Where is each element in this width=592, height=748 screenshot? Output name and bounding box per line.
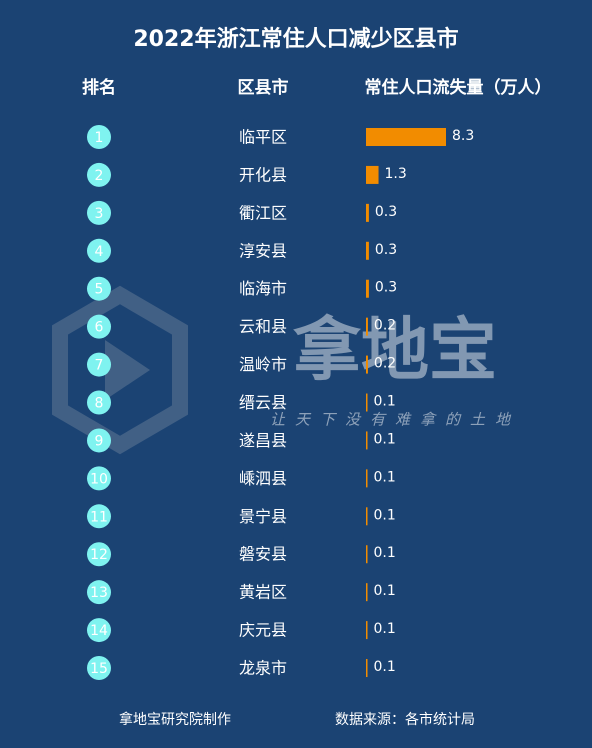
watermark-logo <box>52 285 188 455</box>
value-label: 0.1 <box>374 545 396 561</box>
bar <box>366 203 369 222</box>
footer-note: 拿地宝研究院制作 <box>119 711 231 728</box>
rank-label: 14 <box>90 623 108 639</box>
column-header: 常住人口流失量（万人） <box>365 77 552 98</box>
rank-label: 13 <box>90 585 108 601</box>
value-label: 0.1 <box>374 469 396 485</box>
rank-badge <box>87 390 111 415</box>
rank-badge <box>87 656 111 681</box>
rank-label: 7 <box>95 358 104 374</box>
bar <box>366 431 368 450</box>
bar <box>366 507 368 526</box>
value-label: 0.3 <box>375 242 397 258</box>
rank-badge <box>87 504 111 529</box>
rank-label: 3 <box>95 206 104 222</box>
watermark-text: 拿地宝 <box>293 312 497 391</box>
category-label: 云和县 <box>239 317 287 336</box>
value-label: 0.3 <box>375 280 397 296</box>
value-label: 0.1 <box>374 659 396 675</box>
category-label: 嵊泗县 <box>239 469 287 488</box>
value-label: 8.3 <box>452 128 474 144</box>
rank-badge <box>87 466 111 491</box>
category-label: 庆元县 <box>239 621 287 640</box>
bar <box>366 165 379 184</box>
rank-badge <box>87 238 111 263</box>
rank-badge <box>87 162 111 187</box>
category-label: 衢江区 <box>239 203 287 222</box>
value-label: 0.1 <box>374 431 396 447</box>
rank-label: 9 <box>95 433 104 449</box>
category-label: 开化县 <box>239 165 287 184</box>
value-label: 0.3 <box>375 204 397 220</box>
category-label: 遂昌县 <box>239 431 287 450</box>
value-label: 0.1 <box>374 621 396 637</box>
bar <box>366 241 369 260</box>
rank-badge <box>87 314 111 339</box>
rank-badge <box>87 276 111 301</box>
bar <box>366 128 446 146</box>
category-label: 龙泉市 <box>239 659 287 678</box>
bar <box>366 355 368 374</box>
column-header: 排名 <box>82 77 116 98</box>
rank-badge <box>87 542 111 567</box>
category-label: 临平区 <box>239 128 287 147</box>
rank-label: 15 <box>90 661 108 677</box>
footer-source: 数据来源：各市统计局 <box>335 711 475 728</box>
category-label: 缙云县 <box>239 393 287 412</box>
rank-label: 4 <box>95 244 104 260</box>
bar <box>366 469 368 488</box>
bar <box>366 621 368 640</box>
value-label: 1.3 <box>385 166 407 182</box>
value-label: 0.2 <box>374 356 396 372</box>
rank-badge <box>87 125 111 149</box>
category-label: 淳安县 <box>239 241 287 260</box>
watermark-slogan: 让天下没有难拿的土地 <box>270 411 520 429</box>
rank-label: 12 <box>90 547 108 563</box>
rank-label: 5 <box>95 282 104 298</box>
rank-label: 10 <box>90 471 108 487</box>
value-label: 0.1 <box>374 394 396 410</box>
rank-badge <box>87 200 111 225</box>
value-label: 0.2 <box>374 318 396 334</box>
rank-label: 6 <box>95 320 104 336</box>
rank-badge <box>87 580 111 605</box>
rank-label: 11 <box>90 509 108 525</box>
category-label: 景宁县 <box>239 507 287 526</box>
value-label: 0.1 <box>374 507 396 523</box>
category-label: 温岭市 <box>239 355 287 374</box>
category-label: 磐安县 <box>239 545 287 564</box>
bar <box>366 279 369 298</box>
rank-label: 2 <box>95 168 104 184</box>
bar <box>366 317 368 336</box>
column-header: 区县市 <box>238 77 289 98</box>
rank-badge <box>87 428 111 453</box>
category-label: 黄岩区 <box>239 583 287 602</box>
chart-title: 2022年浙江常住人口减少区县市 <box>133 26 458 52</box>
bar <box>366 659 368 678</box>
value-label: 0.1 <box>374 583 396 599</box>
rank-badge <box>87 352 111 377</box>
bar <box>366 393 368 412</box>
rank-label: 1 <box>95 130 104 146</box>
rank-badge <box>87 618 111 643</box>
bar <box>366 545 368 564</box>
category-label: 临海市 <box>239 279 287 298</box>
bar <box>366 583 368 602</box>
rank-label: 8 <box>95 396 104 412</box>
